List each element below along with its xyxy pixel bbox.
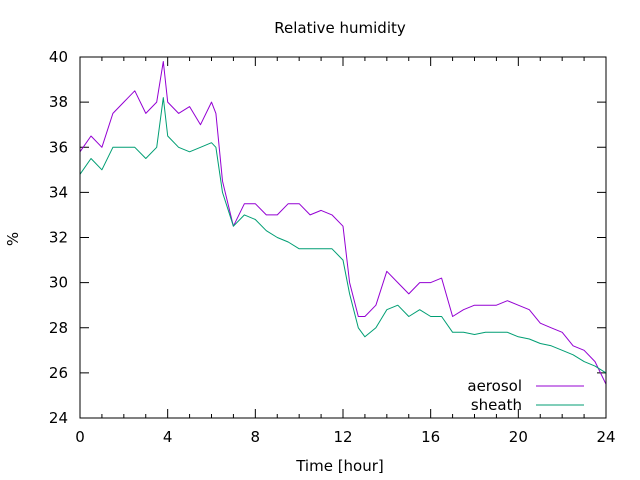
y-tick-label: 28: [49, 319, 68, 337]
chart-title: Relative humidity: [274, 19, 406, 37]
y-tick-label: 36: [49, 138, 68, 156]
legend-label-aerosol: aerosol: [467, 377, 522, 395]
x-tick-label: 0: [75, 428, 85, 446]
y-tick-label: 40: [49, 48, 68, 66]
x-tick-label: 12: [333, 428, 352, 446]
y-tick-label: 32: [49, 229, 68, 247]
y-tick-label: 30: [49, 274, 68, 292]
y-tick-label: 34: [49, 183, 68, 201]
x-tick-label: 4: [163, 428, 173, 446]
tick-labels: 0 4 8 12 16 20 24 24 26 28 30 32 34 36 38 40: [49, 48, 616, 446]
series-lines: [79, 61, 607, 385]
legend-label-sheath: sheath: [471, 396, 522, 414]
y-tick-label: 24: [49, 409, 68, 427]
x-tick-label: 24: [596, 428, 615, 446]
series-line-sheath: [79, 97, 607, 374]
x-tick-label: 20: [509, 428, 528, 446]
y-tick-label: 38: [49, 93, 68, 111]
axis-ticks: [79, 56, 607, 419]
series-line-aerosol: [79, 61, 607, 385]
y-tick-label: 26: [49, 364, 68, 382]
plot-frame: [79, 56, 607, 419]
x-axis-label: Time [hour]: [295, 457, 384, 475]
legend: aerosol sheath: [467, 377, 584, 414]
y-axis-label: %: [4, 232, 22, 246]
x-tick-label: 16: [421, 428, 440, 446]
x-tick-label: 8: [251, 428, 261, 446]
